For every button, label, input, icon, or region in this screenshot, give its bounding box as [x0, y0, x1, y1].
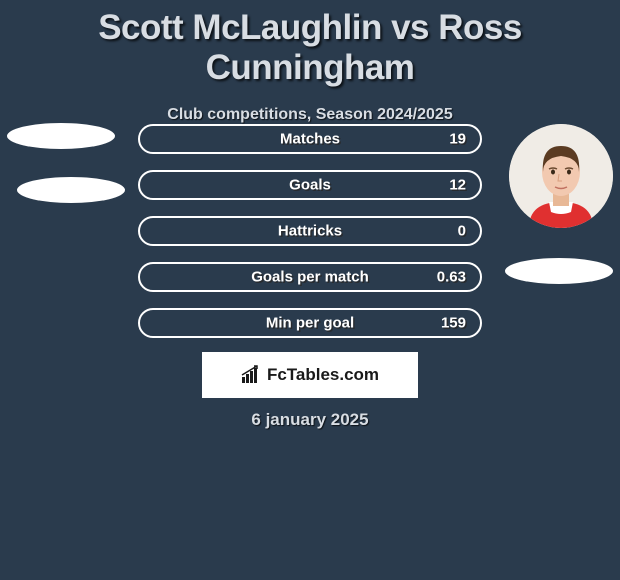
stat-label: Goals [289, 177, 331, 194]
stat-row-min-per-goal: Min per goal 159 [138, 308, 482, 338]
stat-label: Goals per match [251, 269, 369, 286]
stat-label: Matches [280, 131, 340, 148]
avatar-right [509, 124, 613, 228]
stat-row-goals: Goals 12 [138, 170, 482, 200]
stat-label: Hattricks [278, 223, 342, 240]
stat-row-goals-per-match: Goals per match 0.63 [138, 262, 482, 292]
subtitle: Club competitions, Season 2024/2025 [0, 106, 620, 124]
stats-container: Matches 19 Goals 12 Hattricks 0 Goals pe… [138, 124, 482, 354]
stat-row-matches: Matches 19 [138, 124, 482, 154]
brand-chart-icon [241, 365, 263, 385]
date-text: 6 january 2025 [251, 410, 368, 430]
stat-value: 0.63 [437, 269, 466, 286]
avatar-left-ellipse-2 [17, 177, 125, 203]
page-title: Scott McLaughlin vs Ross Cunningham [0, 0, 620, 88]
avatar-left-ellipse-1 [7, 123, 115, 149]
stat-row-hattricks: Hattricks 0 [138, 216, 482, 246]
stat-value: 0 [458, 223, 466, 240]
stat-value: 19 [449, 131, 466, 148]
brand-box[interactable]: FcTables.com [202, 352, 418, 398]
avatar-right-ellipse-1 [505, 258, 613, 284]
player-right-portrait-icon [509, 124, 613, 228]
stat-value: 12 [449, 177, 466, 194]
stat-value: 159 [441, 315, 466, 332]
brand-text: FcTables.com [267, 365, 379, 385]
stat-label: Min per goal [266, 315, 354, 332]
